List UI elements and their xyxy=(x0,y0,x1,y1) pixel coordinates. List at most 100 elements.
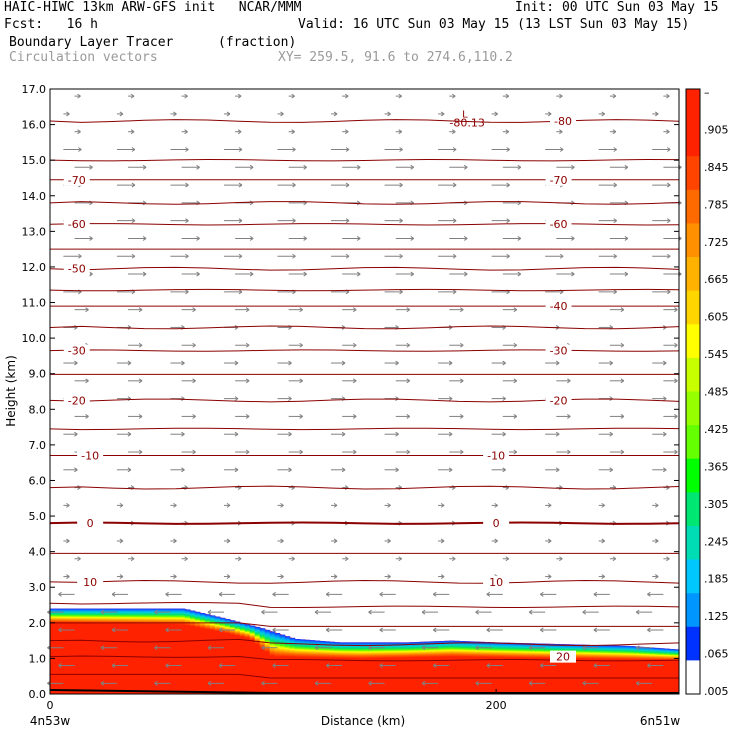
circulation-vector-head xyxy=(77,129,81,135)
tracer-gradient-strip xyxy=(309,640,316,658)
tracer-gradient-strip xyxy=(99,608,106,624)
temperature-contour xyxy=(49,398,680,403)
circulation-vector-head xyxy=(234,396,239,402)
circulation-vector-head xyxy=(399,218,403,224)
tracer-gradient-strip xyxy=(539,643,545,659)
circulation-vector-head xyxy=(181,431,185,437)
temperature-contours-layer: -80 -70 -70 -60 -60 -50 -40 -30 -30 -20 -20 -10 -10 0… xyxy=(49,109,680,679)
circulation-vector-head xyxy=(635,680,640,686)
circulation-vector-head xyxy=(77,556,81,562)
tracer-gradient-strip xyxy=(514,642,520,658)
tracer-gradient-strip xyxy=(254,626,261,644)
colorbar-label: .005 xyxy=(704,685,729,698)
circulation-vector-head xyxy=(406,413,411,419)
tracer-gradient-strip xyxy=(434,641,440,657)
circulation-vector-head xyxy=(261,609,265,615)
tracer-gradient-strip xyxy=(504,642,510,658)
tracer-gradient-strip xyxy=(259,628,266,648)
circulation-vector-head xyxy=(237,556,242,562)
circulation-vector-head xyxy=(555,431,560,437)
tracer-gradient-strip xyxy=(344,642,351,659)
circulation-vector-head xyxy=(502,467,506,473)
circulation-vector-head xyxy=(74,360,78,366)
circulation-vector-head xyxy=(368,680,372,686)
circulation-vector-head xyxy=(440,574,445,579)
tracer-gradient-strip xyxy=(374,642,381,659)
circulation-vector-head xyxy=(249,271,254,277)
circulation-vector-head xyxy=(325,591,330,597)
temperature-contour xyxy=(49,266,680,271)
circulation-vector-head xyxy=(238,147,243,152)
circulation-vector-head xyxy=(463,236,468,241)
tracer-gradient-strip xyxy=(459,641,465,657)
circulation-vector-head xyxy=(261,680,265,686)
circulation-vector-head xyxy=(452,147,457,152)
tracer-gradient-strip xyxy=(299,639,306,658)
circulation-vector-head xyxy=(142,271,147,277)
circulation-vector-head xyxy=(58,591,62,597)
circulation-vector-head xyxy=(131,182,136,188)
tracer-gradient-strip xyxy=(489,642,495,658)
tracer-fill-layer xyxy=(49,608,680,694)
circulation-vector-head xyxy=(505,556,510,562)
circulation-vector-head xyxy=(130,93,135,99)
circulation-vector-head xyxy=(387,538,391,544)
circulation-vector-head xyxy=(196,236,200,241)
circulation-vector-head xyxy=(333,574,338,579)
circulation-vector-head xyxy=(398,93,403,99)
circulation-vector-head xyxy=(486,627,491,633)
colorbar-segment xyxy=(686,593,700,628)
circulation-vector-head xyxy=(624,271,629,277)
colorbar-segment xyxy=(686,89,700,124)
header-valid-time: Valid: 16 UTC Sun 03 May 15 (13 LST Sun … xyxy=(298,17,690,32)
tracer-gradient-strip xyxy=(189,610,196,627)
circulation-vector-head xyxy=(609,360,613,366)
temperature-contour xyxy=(49,288,680,292)
circulation-vector-head xyxy=(609,431,613,437)
colorbar-segment xyxy=(686,324,700,359)
tracer-gradient-strip xyxy=(334,642,341,658)
tracer-gradient-strip xyxy=(449,640,455,657)
contour-label-background xyxy=(63,262,90,275)
tracer-gradient-strip xyxy=(64,608,71,624)
circulation-vector-head xyxy=(234,431,239,437)
circulation-vector-head xyxy=(292,253,296,259)
tracer-gradient-strip xyxy=(484,642,490,658)
x-tick-label: 200 xyxy=(486,699,507,712)
tracer-gradient-strip xyxy=(139,608,146,625)
contour-label: 10 xyxy=(83,576,97,589)
tracer-gradient-strip xyxy=(149,608,156,625)
contour-label: -10 xyxy=(487,450,505,463)
circulation-vector-head xyxy=(517,236,522,241)
circulation-vector-head xyxy=(100,680,105,686)
colorbar-label: .485 xyxy=(704,386,729,399)
circulation-vector-head xyxy=(245,449,250,455)
circulation-vector-head xyxy=(662,467,667,473)
tracer-gradient-strip xyxy=(349,642,356,659)
circulation-vector-head xyxy=(368,645,372,651)
contour-label-background xyxy=(545,300,572,313)
circulation-vector-head xyxy=(593,627,598,633)
tracer-gradient-strip xyxy=(444,640,450,657)
tracer-gradient-strip xyxy=(144,608,151,625)
circulation-vector-head xyxy=(410,271,415,277)
colorbar-label: .845 xyxy=(704,161,729,174)
circulation-vector-head xyxy=(387,574,391,579)
circulation-vector-head xyxy=(341,360,346,366)
circulation-vector-head xyxy=(674,449,678,455)
circulation-vector-head xyxy=(345,253,350,259)
circulation-vector-head xyxy=(272,627,276,633)
temperature-contour xyxy=(49,638,680,647)
circulation-vector-head xyxy=(654,111,659,117)
circulation-vector-head xyxy=(502,396,506,402)
tracer-gradient-strip xyxy=(159,608,166,625)
y-tick-label: 12.0 xyxy=(22,261,47,274)
axes-layer: 0.0 1.0 2.0 3.0 4.0 5.0 6.0 7.0 8.0 9.0 10.0 11.0 12… xyxy=(22,83,679,712)
circulation-vector-head xyxy=(127,467,132,473)
circulation-vector-head xyxy=(196,271,200,277)
circulation-vector-head xyxy=(138,413,143,419)
colorbar-label: .185 xyxy=(704,573,729,586)
circulation-vector-head xyxy=(280,538,284,544)
contour-label-background xyxy=(545,173,572,186)
tracer-gradient-strip xyxy=(354,642,361,659)
